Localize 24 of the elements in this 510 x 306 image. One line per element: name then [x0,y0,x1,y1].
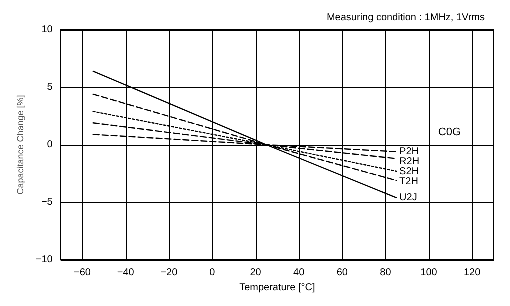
y-tick-label: 10 [42,24,54,36]
x-tick-label: 60 [336,268,348,278]
y-tick-label: 5 [47,82,54,93]
x-tick-label: −20 [160,268,178,278]
x-tick-label: −40 [117,268,135,278]
x-tick-label: 80 [380,268,392,278]
x-tick-label: 20 [250,268,262,278]
y-axis-title: Capacitance Change [%] [16,95,26,195]
y-tick-label: −10 [36,254,54,266]
x-tick-label: 100 [420,268,438,278]
series-label: U2J [400,192,418,204]
x-tick-label: 120 [464,268,482,278]
annotation: C0G [438,126,462,138]
y-tick-label: 0 [47,140,54,150]
series-label: R2H [400,156,420,168]
series-label: S2H [400,166,419,178]
x-tick-label: 40 [294,268,306,278]
y-tick-label: −5 [41,197,54,208]
series-label: T2H [400,176,418,188]
series-label: P2H [400,146,419,158]
x-tick-label: −60 [74,268,92,278]
chart-subtitle: Measuring condition : 1MHz, 1Vrms [326,12,486,24]
x-tick-label: 0 [210,268,216,278]
x-axis-title: Temperature [°C] [240,282,316,294]
